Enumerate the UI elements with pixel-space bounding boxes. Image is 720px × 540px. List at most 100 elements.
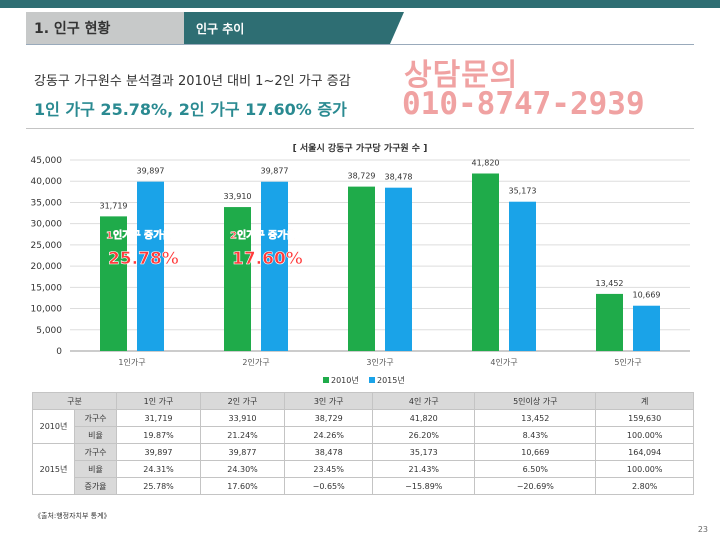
table-row: 2015년 가구수 39,897 39,877 38,478 35,173 10,669 16… (32, 443, 694, 495)
table-cell: 100.00% (595, 460, 694, 478)
table-cell: 2.80% (595, 477, 694, 495)
table-cell: 24.26% (284, 426, 374, 444)
bar (137, 181, 164, 351)
source-note: 《출처:행정자치부 통계》 (34, 512, 111, 520)
table-row: 2010년 가구수 31,719 33,910 38,729 41,820 13,452 15… (32, 409, 694, 444)
table-cell: 24.31% (115, 460, 202, 478)
table-row-label: 비율 (74, 426, 117, 444)
bar (385, 187, 412, 351)
table-cell: 8.43% (474, 426, 597, 444)
table-cell: 100.00% (595, 426, 694, 444)
legend-label: 2015년 (377, 375, 405, 385)
table-cell: 41,820 (372, 409, 476, 427)
page-headline: 1인 가구 25.78%, 2인 가구 17.60% 증가 (34, 100, 347, 119)
y-tick-label: 20,000 (31, 262, 63, 272)
table-cell: −0.65% (284, 477, 374, 495)
annotation-value: 17.60% (232, 249, 303, 269)
table-year-cell: 2015년 (32, 443, 75, 495)
table-cell: 35,173 (372, 443, 476, 461)
bar (472, 173, 499, 351)
contact-label: 상담문의 (404, 58, 519, 93)
table-header-row: 구분 1인 가구 2인 가구 3인 가구 4인 가구 5인이상 가구 계 (32, 392, 694, 410)
table-year-cell: 2010년 (32, 409, 75, 444)
table-header-cell: 4인 가구 (372, 392, 476, 410)
table-cell: 21.24% (200, 426, 286, 444)
table-row-label: 비율 (74, 460, 117, 478)
chart-title: [ 서울시 강동구 가구당 가구원 수 ] (292, 144, 428, 154)
data-label: 38,478 (385, 173, 413, 182)
y-tick-label: 10,000 (31, 305, 63, 315)
table-cell: 38,729 (284, 409, 374, 427)
table-header-cell: 구분 (32, 392, 117, 410)
table-row-label: 가구수 (74, 443, 117, 461)
y-tick-label: 40,000 (31, 177, 63, 187)
bar (224, 207, 251, 351)
brand-label: 이안 강동 컴홈스테이 PJ 교육자료 (589, 9, 706, 18)
data-label: 38,729 (348, 172, 376, 181)
table-header-cell: 2인 가구 (200, 392, 286, 410)
tab-subsection[interactable]: 인구 추이 (184, 12, 390, 44)
y-tick-label: 0 (56, 347, 62, 357)
table-header-cell: 1인 가구 (115, 392, 202, 410)
x-tick-label: 4인가구 (490, 357, 517, 367)
annotation-value: 25.78% (108, 249, 179, 269)
data-label: 31,719 (100, 201, 128, 210)
legend-label: 2010년 (331, 375, 359, 385)
legend-swatch (323, 377, 329, 383)
table-cell: 25.78% (115, 477, 202, 495)
bar (509, 201, 536, 351)
contact-phone: 010-8747-2939 (402, 86, 645, 122)
y-tick-label: 15,000 (31, 283, 63, 293)
tab-tail-shape (390, 12, 404, 44)
table-header-cell: 5인이상 가구 (474, 392, 597, 410)
data-label: 39,897 (137, 167, 165, 176)
table-header-cell: 3인 가구 (284, 392, 374, 410)
x-tick-label: 1인가구 (118, 357, 145, 367)
y-tick-label: 5,000 (36, 326, 62, 336)
table-cell: −20.69% (474, 477, 597, 495)
table-cell: 39,897 (115, 443, 202, 461)
bar (100, 216, 127, 351)
tab-section[interactable]: 1. 인구 현황 (26, 12, 184, 44)
data-label: 13,452 (596, 279, 624, 288)
table-row-label: 가구수 (74, 409, 117, 427)
y-tick-label: 35,000 (31, 198, 63, 208)
data-label: 10,669 (633, 291, 661, 300)
data-label: 35,173 (509, 187, 537, 196)
x-tick-label: 2인가구 (242, 357, 269, 367)
table-cell: 10,669 (474, 443, 597, 461)
table-header-cell: 계 (595, 392, 694, 410)
table-cell: 38,478 (284, 443, 374, 461)
table-row-label: 증가율 (74, 477, 117, 495)
table-cell: 159,630 (595, 409, 694, 427)
table-cell: 24.30% (200, 460, 286, 478)
table-cell: 13,452 (474, 409, 597, 427)
bar (348, 186, 375, 351)
x-tick-label: 5인가구 (614, 357, 641, 367)
bar (596, 293, 623, 351)
top-strip (0, 0, 720, 8)
y-tick-label: 30,000 (31, 220, 63, 230)
legend-swatch (369, 377, 375, 383)
bar (261, 181, 288, 351)
y-tick-label: 25,000 (31, 241, 63, 251)
table-cell: 21.43% (372, 460, 476, 478)
household-table: 구분 1인 가구 2인 가구 3인 가구 4인 가구 5인이상 가구 계 201… (32, 392, 694, 495)
data-label: 33,910 (224, 192, 252, 201)
table-cell: 26.20% (372, 426, 476, 444)
annotation-label: 1인가구 증가율 (106, 229, 172, 242)
y-tick-label: 45,000 (31, 156, 63, 166)
table-cell: 31,719 (115, 409, 202, 427)
table-cell: 33,910 (200, 409, 286, 427)
annotation-label: 2인가구 증가율 (230, 229, 296, 242)
page-subtitle: 강동구 가구원수 분석결과 2010년 대비 1~2인 가구 증감 (34, 74, 351, 89)
bar (633, 305, 660, 351)
table-row: 증가율 25.78% 17.60% −0.65% −15.89% −20.69% 2.80% (33, 477, 694, 495)
table-cell: 17.60% (200, 477, 286, 495)
x-tick-label: 3인가구 (366, 357, 393, 367)
table-cell: −15.89% (372, 477, 476, 495)
data-label: 39,877 (261, 167, 289, 176)
table-cell: 23.45% (284, 460, 374, 478)
header-rule (26, 44, 694, 45)
section-divider (26, 128, 694, 129)
